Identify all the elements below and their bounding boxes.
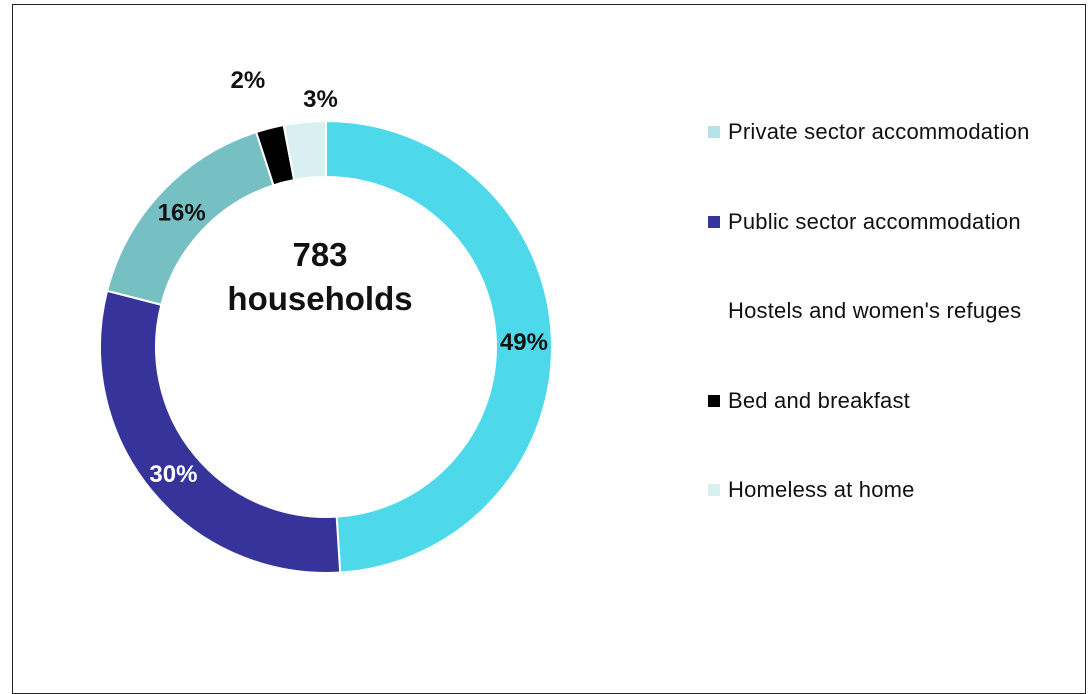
center-label-unit: households xyxy=(227,280,412,317)
donut-slices xyxy=(99,119,553,574)
slice-homeless-at-home xyxy=(282,119,327,182)
center-label-count: 783 xyxy=(292,236,347,273)
slice-label-hostels-and-women-s-refuges: 16% xyxy=(158,199,206,226)
legend-item-private-sector-accommodation: Private sector accommodation xyxy=(708,118,1030,146)
legend-item-public-sector-accommodation: Public sector accommodation xyxy=(708,208,1021,236)
legend-item-homeless-at-home: Homeless at home xyxy=(708,476,915,504)
slice-labels: 49% 30% 16% 2% 3% xyxy=(149,67,548,488)
slice-label-homeless-at-home: 3% xyxy=(303,86,338,113)
legend-label: Hostels and women's refuges xyxy=(728,298,1022,323)
legend-label: Private sector accommodation xyxy=(728,119,1030,144)
legend-swatch xyxy=(708,305,720,317)
slice-public-sector-accommodation xyxy=(99,289,342,574)
legend-item-bed-and-breakfast: Bed and breakfast xyxy=(708,387,910,415)
slice-private-sector-accommodation xyxy=(325,119,553,574)
legend-label: Public sector accommodation xyxy=(728,208,1021,234)
legend-swatch xyxy=(708,215,720,228)
slice-label-public-sector-accommodation: 30% xyxy=(149,461,197,488)
legend-item-hostels-and-women-s-refuges: Hostels and women's refuges xyxy=(708,297,1021,325)
slice-label-bed-and-breakfast: 2% xyxy=(230,67,265,94)
legend-swatch xyxy=(708,484,720,496)
slice-label-private-sector-accommodation: 49% xyxy=(500,329,548,356)
legend-label: Homeless at home xyxy=(728,477,915,502)
legend-label: Bed and breakfast xyxy=(728,387,910,413)
legend-swatch xyxy=(708,126,720,138)
legend-swatch xyxy=(708,394,720,407)
